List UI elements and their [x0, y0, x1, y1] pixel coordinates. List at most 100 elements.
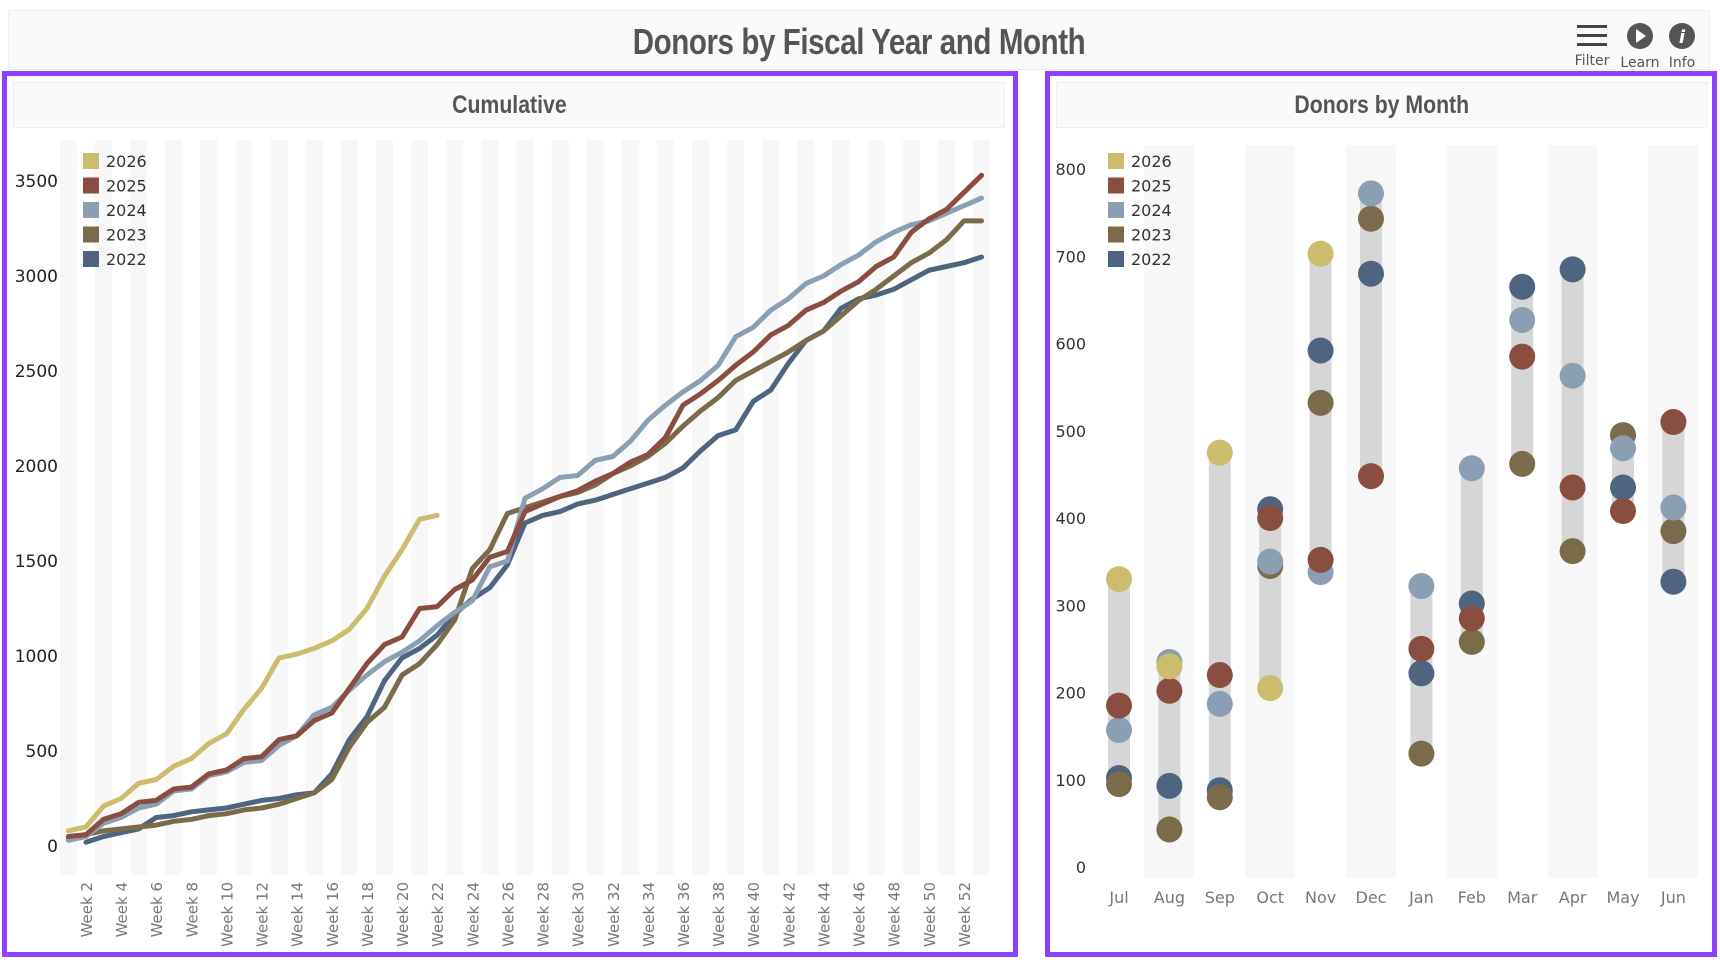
x-tick-label: Week 40 [745, 882, 763, 947]
week-band [59, 140, 77, 875]
dot-2022-Jan [1408, 660, 1435, 687]
cumulative-title: Cumulative [13, 82, 1005, 128]
filter-button[interactable]: Filter [1569, 23, 1615, 69]
y-tick-label: 700 [1055, 247, 1086, 266]
x-tick-label: Week 32 [605, 882, 623, 947]
info-button[interactable]: i Info [1659, 23, 1705, 71]
week-band [551, 140, 569, 875]
week-band [727, 140, 745, 875]
legend-swatch-2023 [1108, 226, 1124, 243]
range-bar-Sep [1208, 452, 1231, 798]
dot-2022-Apr [1559, 256, 1586, 283]
week-band [621, 140, 639, 875]
y-tick-label: 400 [1055, 509, 1086, 528]
legend-label-2025: 2025 [106, 177, 147, 196]
dot-2026-Aug [1156, 653, 1183, 680]
y-tick-label: 0 [1076, 858, 1086, 877]
x-tick-label: Week 6 [148, 882, 166, 937]
x-tick-label: Week 14 [289, 882, 307, 947]
week-band [656, 140, 674, 875]
y-tick-label: 200 [1055, 684, 1086, 703]
legend-label-2022: 2022 [106, 250, 147, 269]
x-tick-label: Nov [1305, 888, 1336, 907]
series-line-2022 [83, 254, 985, 845]
week-band [446, 140, 464, 875]
x-tick-label: Dec [1356, 888, 1387, 907]
x-tick-label: Week 42 [780, 882, 798, 947]
y-tick-label: 1000 [15, 647, 58, 667]
legend-label-2026: 2026 [1131, 152, 1172, 171]
week-band [165, 140, 183, 875]
svg-text:i: i [1679, 27, 1686, 48]
x-tick-label: May [1606, 888, 1639, 907]
dot-2024-Feb [1458, 455, 1485, 482]
dot-2025-Dec [1358, 463, 1384, 490]
y-tick-label: 100 [1055, 771, 1086, 790]
y-tick-label: 300 [1055, 596, 1086, 615]
x-tick-label: Week 46 [851, 882, 869, 947]
legend-swatch-2024 [1108, 202, 1124, 218]
learn-button[interactable]: Learn [1617, 23, 1663, 71]
week-band [973, 140, 991, 875]
dot-2022-May [1610, 474, 1636, 501]
x-tick-label: Week 12 [254, 882, 272, 947]
week-band [797, 140, 815, 875]
x-tick-label: Aug [1154, 888, 1185, 907]
y-tick-label: 0 [47, 837, 58, 857]
dot-2025-Jun [1660, 409, 1687, 436]
week-band [762, 140, 780, 875]
x-tick-label: Week 20 [394, 882, 412, 947]
dot-2023-Sep [1206, 784, 1233, 811]
dot-2023-Aug [1156, 816, 1183, 843]
legend-swatch-2022 [1108, 251, 1124, 267]
week-band [692, 140, 710, 875]
legend-swatch-2023 [83, 226, 99, 243]
dot-2023-Jul [1106, 771, 1132, 798]
dashboard-title: Donors by Fiscal Year and Month [632, 21, 1086, 62]
x-tick-label: Week 44 [815, 882, 833, 947]
range-bar-Dec [1360, 193, 1382, 477]
week-band [411, 140, 429, 875]
y-tick-label: 2000 [15, 457, 58, 477]
legend-swatch-2025 [83, 177, 99, 194]
x-tick-label: Week 48 [886, 882, 904, 947]
dot-2024-Jul [1106, 717, 1132, 744]
dot-2026-Oct [1257, 675, 1284, 702]
x-tick-label: Week 38 [710, 882, 728, 947]
range-bar-Apr [1561, 269, 1584, 552]
monthly-title: Donors by Month [1056, 82, 1708, 128]
dot-2025-Nov [1307, 546, 1334, 573]
week-band [937, 140, 955, 875]
x-tick-label: Week 26 [499, 882, 517, 947]
legend-label-2024: 2024 [1131, 201, 1172, 220]
dot-2023-Nov [1307, 389, 1334, 416]
dot-2023-Feb [1458, 628, 1485, 655]
week-band [130, 140, 148, 875]
x-tick-label: Week 36 [675, 882, 693, 947]
week-band [481, 140, 499, 875]
week-band [305, 140, 323, 875]
legend-swatch-2022 [83, 251, 99, 267]
x-tick-label: Feb [1458, 888, 1486, 907]
legend-label-2023: 2023 [1131, 226, 1172, 245]
x-tick-label: Apr [1559, 888, 1587, 907]
dot-2023-Jun [1660, 518, 1687, 545]
dot-2023-Mar [1509, 450, 1536, 477]
dot-2023-Apr [1559, 538, 1586, 565]
x-tick-label: Week 24 [464, 882, 482, 947]
dot-2025-Jul [1106, 692, 1132, 719]
legend-swatch-2025 [1108, 177, 1124, 194]
week-band [270, 140, 288, 875]
range-bar-Jul [1108, 579, 1130, 785]
week-band [902, 140, 920, 875]
dot-2025-Mar [1509, 343, 1536, 370]
x-tick-label: Sep [1205, 888, 1235, 907]
dot-2024-Mar [1509, 306, 1536, 333]
monthly-chart: 0 100 200 300 400 500 600 700 800 Jul Aug Sep Oct Nov… [1055, 145, 1699, 907]
x-tick-label: Week 8 [183, 882, 201, 937]
legend-swatch-2024 [83, 202, 99, 218]
dot-2025-Aug [1156, 677, 1183, 704]
learn-label: Learn [1620, 55, 1660, 71]
week-band [375, 140, 393, 875]
